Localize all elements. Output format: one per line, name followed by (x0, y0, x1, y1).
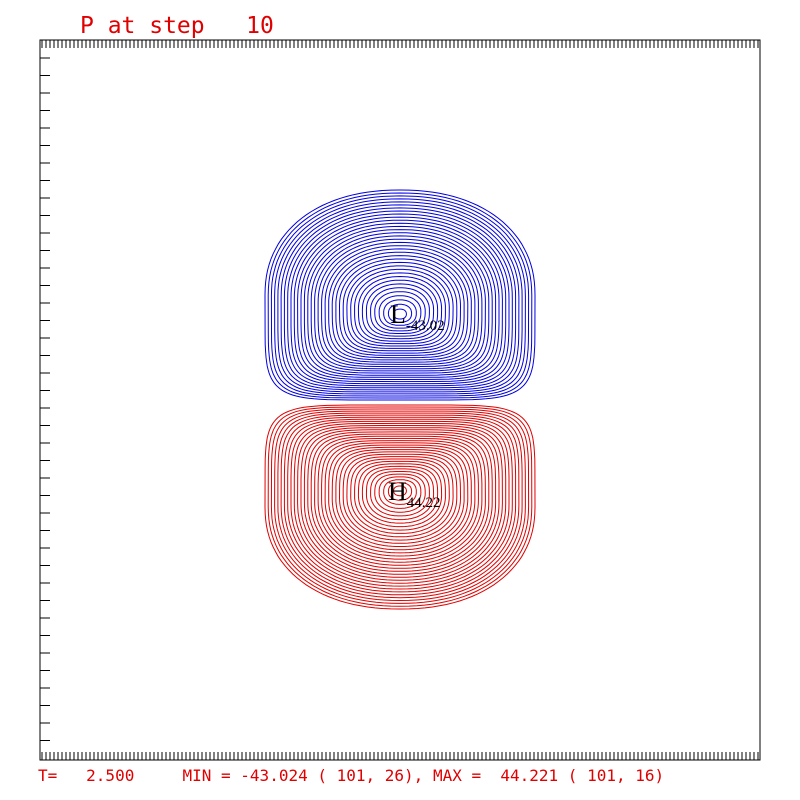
contour-line (287, 418, 513, 590)
contour-line (317, 437, 483, 563)
low-label: L-43.02 (390, 300, 445, 334)
contour-line (293, 216, 507, 383)
contour-line (370, 471, 430, 517)
contour-line (338, 451, 462, 544)
contour-line (267, 192, 533, 399)
contour-line (277, 412, 523, 599)
contour-line (378, 476, 422, 509)
contour-line (324, 442, 476, 557)
contour-line (331, 251, 469, 359)
contour-line (321, 241, 479, 365)
contour-line (393, 308, 407, 320)
contour-line (274, 198, 526, 395)
contour-line (300, 222, 500, 378)
contour-line (283, 207, 517, 389)
contour-line (354, 460, 446, 531)
contour-line (350, 458, 450, 534)
high-letter: H (388, 477, 407, 506)
contour-line (303, 429, 497, 575)
ticks (40, 40, 759, 760)
contour-line (383, 479, 417, 505)
contour-line (328, 444, 472, 554)
contour-line (267, 406, 533, 607)
contour-line (314, 235, 486, 370)
contour-line (387, 482, 413, 501)
contour-line (310, 433, 490, 569)
contour-line (264, 189, 536, 401)
contour-line (374, 473, 426, 513)
contour-line (324, 245, 476, 363)
contour-line (346, 456, 454, 538)
contour-line (270, 195, 530, 397)
contour-line (354, 272, 446, 345)
contour-line (307, 431, 493, 572)
contour-line (365, 283, 435, 337)
contour-line (297, 424, 503, 581)
contour-line (264, 404, 536, 610)
footer: T= 2.500 MIN = -43.024 ( 101, 26), MAX =… (38, 766, 664, 785)
low-letter: L (390, 300, 406, 329)
contour-line (310, 232, 490, 372)
title: P at step 10 (80, 13, 274, 39)
contour-line (374, 291, 426, 332)
contour-line (361, 279, 439, 340)
contour-line (280, 204, 520, 391)
contour-line (283, 416, 517, 593)
contour-line (280, 414, 520, 596)
frame (39, 39, 761, 761)
contour-line (365, 468, 435, 521)
contour-line (307, 229, 493, 374)
contour-line (328, 248, 472, 361)
contour-line (290, 420, 510, 587)
contour-line (303, 225, 497, 376)
contour-line (317, 238, 483, 368)
contour-line (331, 446, 469, 551)
contours (264, 189, 536, 610)
contour-line (383, 299, 417, 326)
contour-line (314, 435, 486, 566)
contour-line (357, 463, 443, 528)
contour-line (346, 265, 454, 349)
contour-line (287, 210, 513, 387)
contour-line (378, 295, 422, 329)
high-value: 44.22 (407, 495, 441, 511)
tick-marks (40, 40, 759, 760)
contour-line (335, 255, 465, 356)
contour-line (361, 465, 439, 524)
contour-line (274, 410, 526, 602)
contour-line (297, 219, 503, 381)
contour-line (335, 449, 465, 547)
contour-line (387, 303, 413, 323)
contour-line (321, 440, 479, 560)
contour-line (293, 422, 507, 584)
contour-line (342, 453, 458, 541)
contour-line (338, 258, 462, 354)
contour-line (290, 213, 510, 385)
contour-line (300, 427, 500, 578)
contour-line (270, 408, 530, 604)
contour-line (370, 287, 430, 334)
low-value: -43.02 (406, 318, 445, 334)
contour-line (277, 201, 523, 393)
contour-line (393, 485, 407, 497)
high-label: H44.22 (388, 477, 441, 511)
contour-line (350, 268, 450, 347)
contour-line (342, 261, 458, 352)
contour-line (357, 275, 443, 342)
